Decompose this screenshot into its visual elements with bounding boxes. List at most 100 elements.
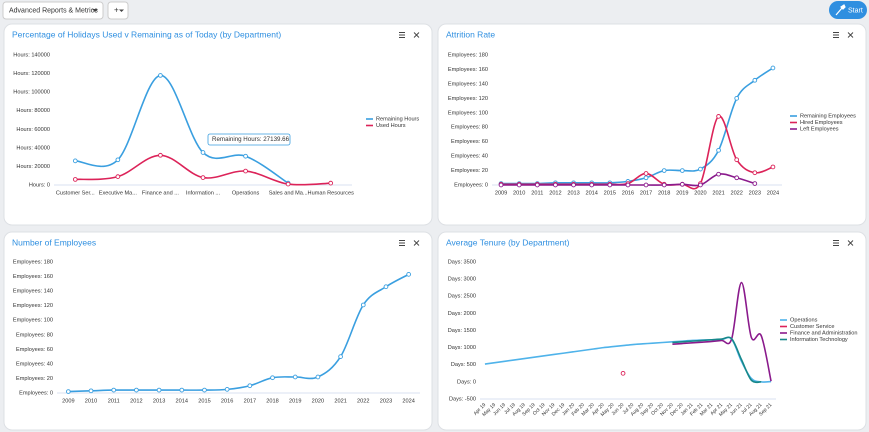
y-tick-label: Employees: 0 [19, 390, 53, 396]
point-marker [115, 174, 121, 179]
point-marker [643, 175, 649, 181]
start-button[interactable] [829, 1, 867, 19]
point-marker [134, 387, 139, 393]
point-marker [661, 168, 667, 173]
x-tick-label: 2024 [402, 398, 414, 404]
point-marker [716, 114, 721, 119]
point-marker [752, 170, 758, 176]
legend-label: Finance and Administration [790, 330, 857, 336]
legend-label: Remaining Employees [800, 113, 856, 119]
x-tick-label: 2012 [130, 398, 142, 404]
chart-title: Percentage of Holidays Used v Remaining … [12, 29, 281, 39]
x-tick-label: 2010 [513, 190, 525, 196]
x-tick-label: Sales and Ma... [269, 190, 308, 196]
tooltip-box [207, 133, 291, 146]
x-tick-label: 2016 [221, 398, 233, 404]
y-tick-label: Days: 0 [457, 379, 476, 385]
legend-label: Hired Employees [800, 120, 843, 126]
close-icon[interactable] [413, 32, 420, 38]
x-tick-label: 2015 [604, 190, 616, 196]
y-tick-label: Days: 2000 [448, 311, 476, 317]
close-icon[interactable] [413, 240, 420, 246]
point-marker [285, 181, 291, 187]
y-tick-label: Hours: 60000 [16, 127, 50, 133]
point-marker [553, 182, 558, 188]
x-tick-label: 2017 [244, 398, 256, 404]
y-tick-label: Employees: 80 [451, 125, 488, 131]
menu-icon[interactable] [399, 240, 405, 246]
point-marker [243, 168, 248, 174]
point-marker [698, 166, 703, 172]
point-marker [72, 177, 78, 182]
report-select[interactable] [2, 1, 104, 20]
y-tick-label: Days: -500 [449, 396, 476, 402]
point-marker [770, 164, 776, 170]
x-tick-label: 2016 [622, 190, 634, 196]
y-tick-label: Employees: 40 [451, 154, 488, 160]
x-tick-label: 2017 [640, 190, 652, 196]
x-tick-label: 2023 [380, 398, 392, 404]
x-tick-label: 2014 [176, 398, 188, 404]
point-marker [200, 150, 206, 155]
x-tick-label: 2019 [676, 190, 688, 196]
panel [3, 231, 433, 431]
point-marker [383, 284, 389, 290]
point-marker [770, 65, 776, 71]
x-tick-label: 2014 [585, 190, 597, 196]
caret [92, 9, 98, 12]
point-marker [716, 171, 721, 177]
point-marker [534, 182, 540, 188]
menu-icon[interactable] [399, 32, 405, 38]
point-marker [88, 388, 94, 394]
y-tick-label: Employees: 20 [16, 376, 53, 382]
start-button-label[interactable]: Start [848, 7, 863, 14]
point-marker [625, 182, 631, 188]
point-marker [734, 157, 740, 163]
x-tick-label: 2020 [694, 190, 706, 196]
y-tick-label: Hours: 0 [29, 182, 50, 188]
y-tick-label: Employees: 100 [13, 318, 53, 324]
y-tick-label: Days: 500 [451, 362, 476, 368]
x-tick-label: 2013 [567, 190, 579, 196]
y-tick-label: Employees: 80 [16, 332, 53, 338]
point-marker [158, 73, 163, 78]
point-marker [698, 182, 703, 188]
point-marker [72, 158, 78, 164]
point-marker [679, 168, 685, 173]
menu-icon[interactable] [833, 32, 839, 38]
point-marker [406, 272, 412, 277]
legend-label: Operations [790, 317, 818, 323]
y-tick-label: Employees: 160 [13, 274, 53, 280]
point-marker [679, 181, 685, 187]
x-tick-label: 2009 [62, 398, 74, 404]
point-marker [200, 175, 206, 180]
panel [3, 23, 433, 226]
y-tick-label: Employees: 180 [448, 52, 488, 58]
point-marker [179, 387, 185, 393]
point-marker [270, 375, 275, 381]
close-icon[interactable] [847, 240, 854, 246]
point-marker [243, 153, 248, 159]
x-tick-label: 2022 [730, 190, 742, 196]
tooltip: Remaining Hours: 27139.66 [212, 136, 290, 143]
legend-label: Used Hours [376, 123, 406, 129]
y-tick-label: Hours: 100000 [13, 90, 50, 96]
y-tick-label: Employees: 40 [16, 361, 53, 367]
report-select-label[interactable]: Advanced Reports & Metrics [9, 7, 98, 14]
x-tick-label: 2018 [266, 398, 278, 404]
menu-icon[interactable] [833, 240, 839, 246]
add-button-label[interactable]: + [114, 6, 119, 15]
x-tick-label: 2011 [531, 190, 543, 196]
y-tick-label: Days: 1000 [448, 345, 476, 351]
y-tick-label: Hours: 140000 [13, 52, 50, 58]
point-marker [734, 95, 740, 101]
y-tick-label: Employees: 140 [448, 81, 488, 87]
x-tick-label: 2015 [198, 398, 210, 404]
add-button[interactable] [107, 1, 129, 20]
chart-title: Attrition Rate [446, 29, 495, 39]
close-icon[interactable] [847, 32, 854, 38]
x-tick-label: 2021 [334, 398, 346, 404]
y-tick-label: Days: 3000 [448, 277, 476, 283]
point-marker [752, 77, 758, 83]
